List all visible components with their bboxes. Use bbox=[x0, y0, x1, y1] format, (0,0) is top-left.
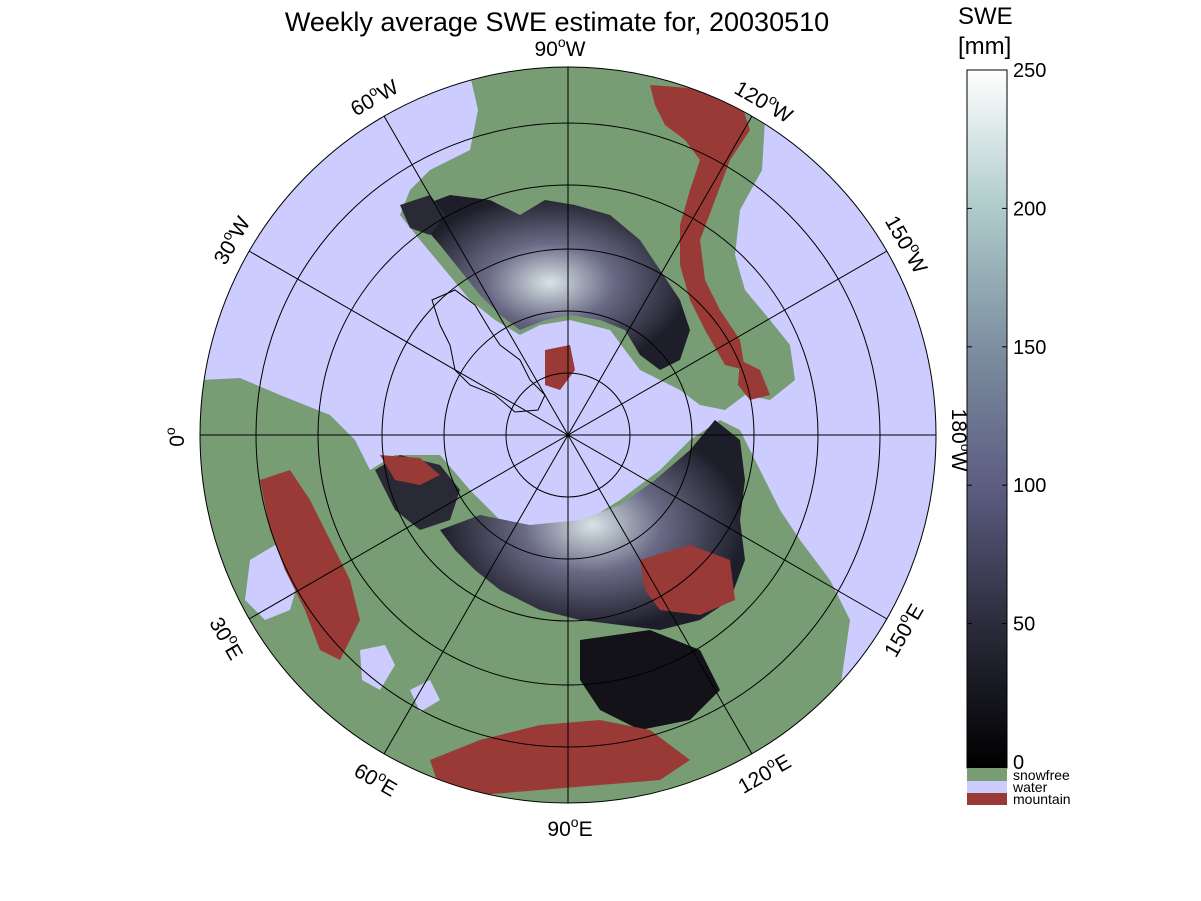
lon-label-60e: 60oE bbox=[350, 756, 403, 802]
map-title: Weekly average SWE estimate for, 2003051… bbox=[285, 7, 829, 37]
north-america-snow bbox=[410, 195, 690, 370]
lon-label-180w: 180oW bbox=[947, 409, 974, 472]
lon-label-90e: 90oE bbox=[547, 814, 592, 841]
graticule bbox=[199, 66, 937, 804]
colorbar-tick-label: 100 bbox=[1013, 475, 1046, 497]
rocky-mountains bbox=[650, 85, 750, 370]
legend-label-snowfree: snowfree bbox=[1013, 767, 1070, 783]
polar-map bbox=[200, 67, 936, 803]
lon-label-30e: 30oE bbox=[204, 611, 250, 664]
alaska-mountains bbox=[738, 360, 770, 400]
siberian-mountains bbox=[640, 545, 735, 615]
colorbar-tick-label: 200 bbox=[1013, 198, 1046, 220]
longitude-labels: 90oW 120oW 60oW 150oW 30oW 180oW 0o 150o… bbox=[162, 34, 974, 841]
lon-label-90w: 90oW bbox=[535, 34, 586, 61]
east-asia-snow bbox=[580, 630, 720, 730]
legend-swatch-mountain bbox=[967, 793, 1007, 805]
caspian-sea bbox=[410, 680, 440, 712]
lon-label-0: 0o bbox=[162, 427, 189, 447]
alps-mountains bbox=[260, 470, 360, 660]
colorbar-tick-label: 150 bbox=[1013, 337, 1046, 359]
colorbar-tick-label: 50 bbox=[1013, 614, 1035, 636]
legend-swatch-water bbox=[967, 781, 1007, 793]
colorbar-tick-label: 0 bbox=[1013, 752, 1024, 774]
colorbar-ticks: 250 200 150 100 50 0 bbox=[967, 60, 1046, 774]
legend-label-water: water bbox=[1012, 779, 1048, 795]
legend-label-mountain: mountain bbox=[1013, 791, 1071, 807]
norway-mountains bbox=[380, 455, 440, 485]
colorbar-ramp bbox=[966, 69, 1008, 769]
colorbar-title: SWE bbox=[958, 3, 1013, 30]
black-sea bbox=[360, 645, 395, 690]
legend-swatch-snowfree bbox=[967, 768, 1007, 781]
colorbar-unit: [mm] bbox=[958, 33, 1011, 60]
colorbar-tick-label: 250 bbox=[1013, 60, 1046, 82]
greenland-outline bbox=[431, 289, 546, 413]
meridian-150w-30e bbox=[248, 250, 888, 620]
labrador-snow bbox=[400, 195, 445, 235]
